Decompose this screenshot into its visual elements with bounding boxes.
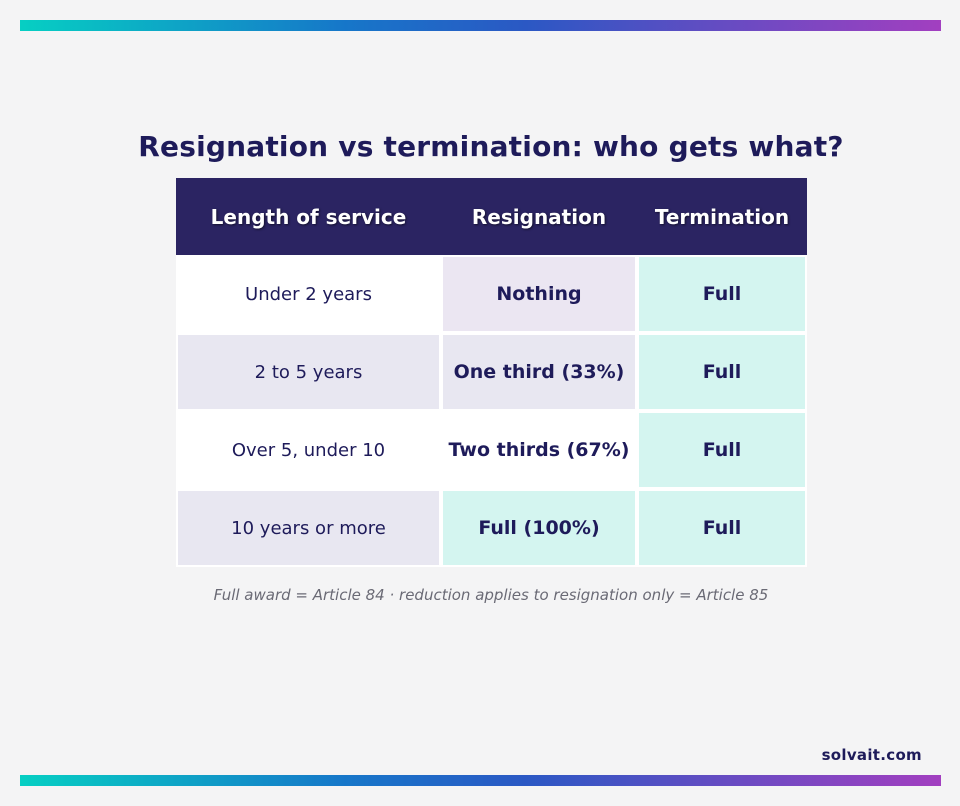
page-title: Resignation vs termination: who gets wha… bbox=[138, 130, 844, 163]
cell-termination: Full bbox=[637, 411, 807, 489]
footnote: Full award = Article 84 · reduction appl… bbox=[213, 586, 769, 604]
bottom-gradient-bar bbox=[20, 775, 941, 786]
cell-service: Over 5, under 10 bbox=[176, 411, 441, 489]
brand-link[interactable]: solvait.com bbox=[821, 746, 922, 764]
table-header: Length of service Resignation Terminatio… bbox=[176, 178, 807, 255]
header-resignation: Resignation bbox=[471, 204, 607, 229]
cell-termination: Full bbox=[637, 333, 807, 411]
header-termination: Termination bbox=[654, 204, 790, 229]
cell-resignation: Full (100%) bbox=[441, 489, 637, 567]
cell-termination: Full bbox=[637, 255, 807, 333]
cell-service: Under 2 years bbox=[176, 255, 441, 333]
cell-resignation: Nothing bbox=[441, 255, 637, 333]
table-row: Under 2 years Nothing Full bbox=[176, 255, 807, 333]
cell-termination: Full bbox=[637, 489, 807, 567]
cell-service: 2 to 5 years bbox=[176, 333, 441, 411]
cell-resignation: One third (33%) bbox=[441, 333, 637, 411]
table-row: 10 years or more Full (100%) Full bbox=[176, 489, 807, 567]
cell-service: 10 years or more bbox=[176, 489, 441, 567]
top-gradient-bar bbox=[20, 20, 941, 31]
comparison-table: Length of service Resignation Terminatio… bbox=[176, 178, 807, 567]
header-length-of-service: Length of service bbox=[210, 204, 407, 229]
table-row: Over 5, under 10 Two thirds (67%) Full bbox=[176, 411, 807, 489]
table-row: 2 to 5 years One third (33%) Full bbox=[176, 333, 807, 411]
cell-resignation: Two thirds (67%) bbox=[441, 411, 637, 489]
